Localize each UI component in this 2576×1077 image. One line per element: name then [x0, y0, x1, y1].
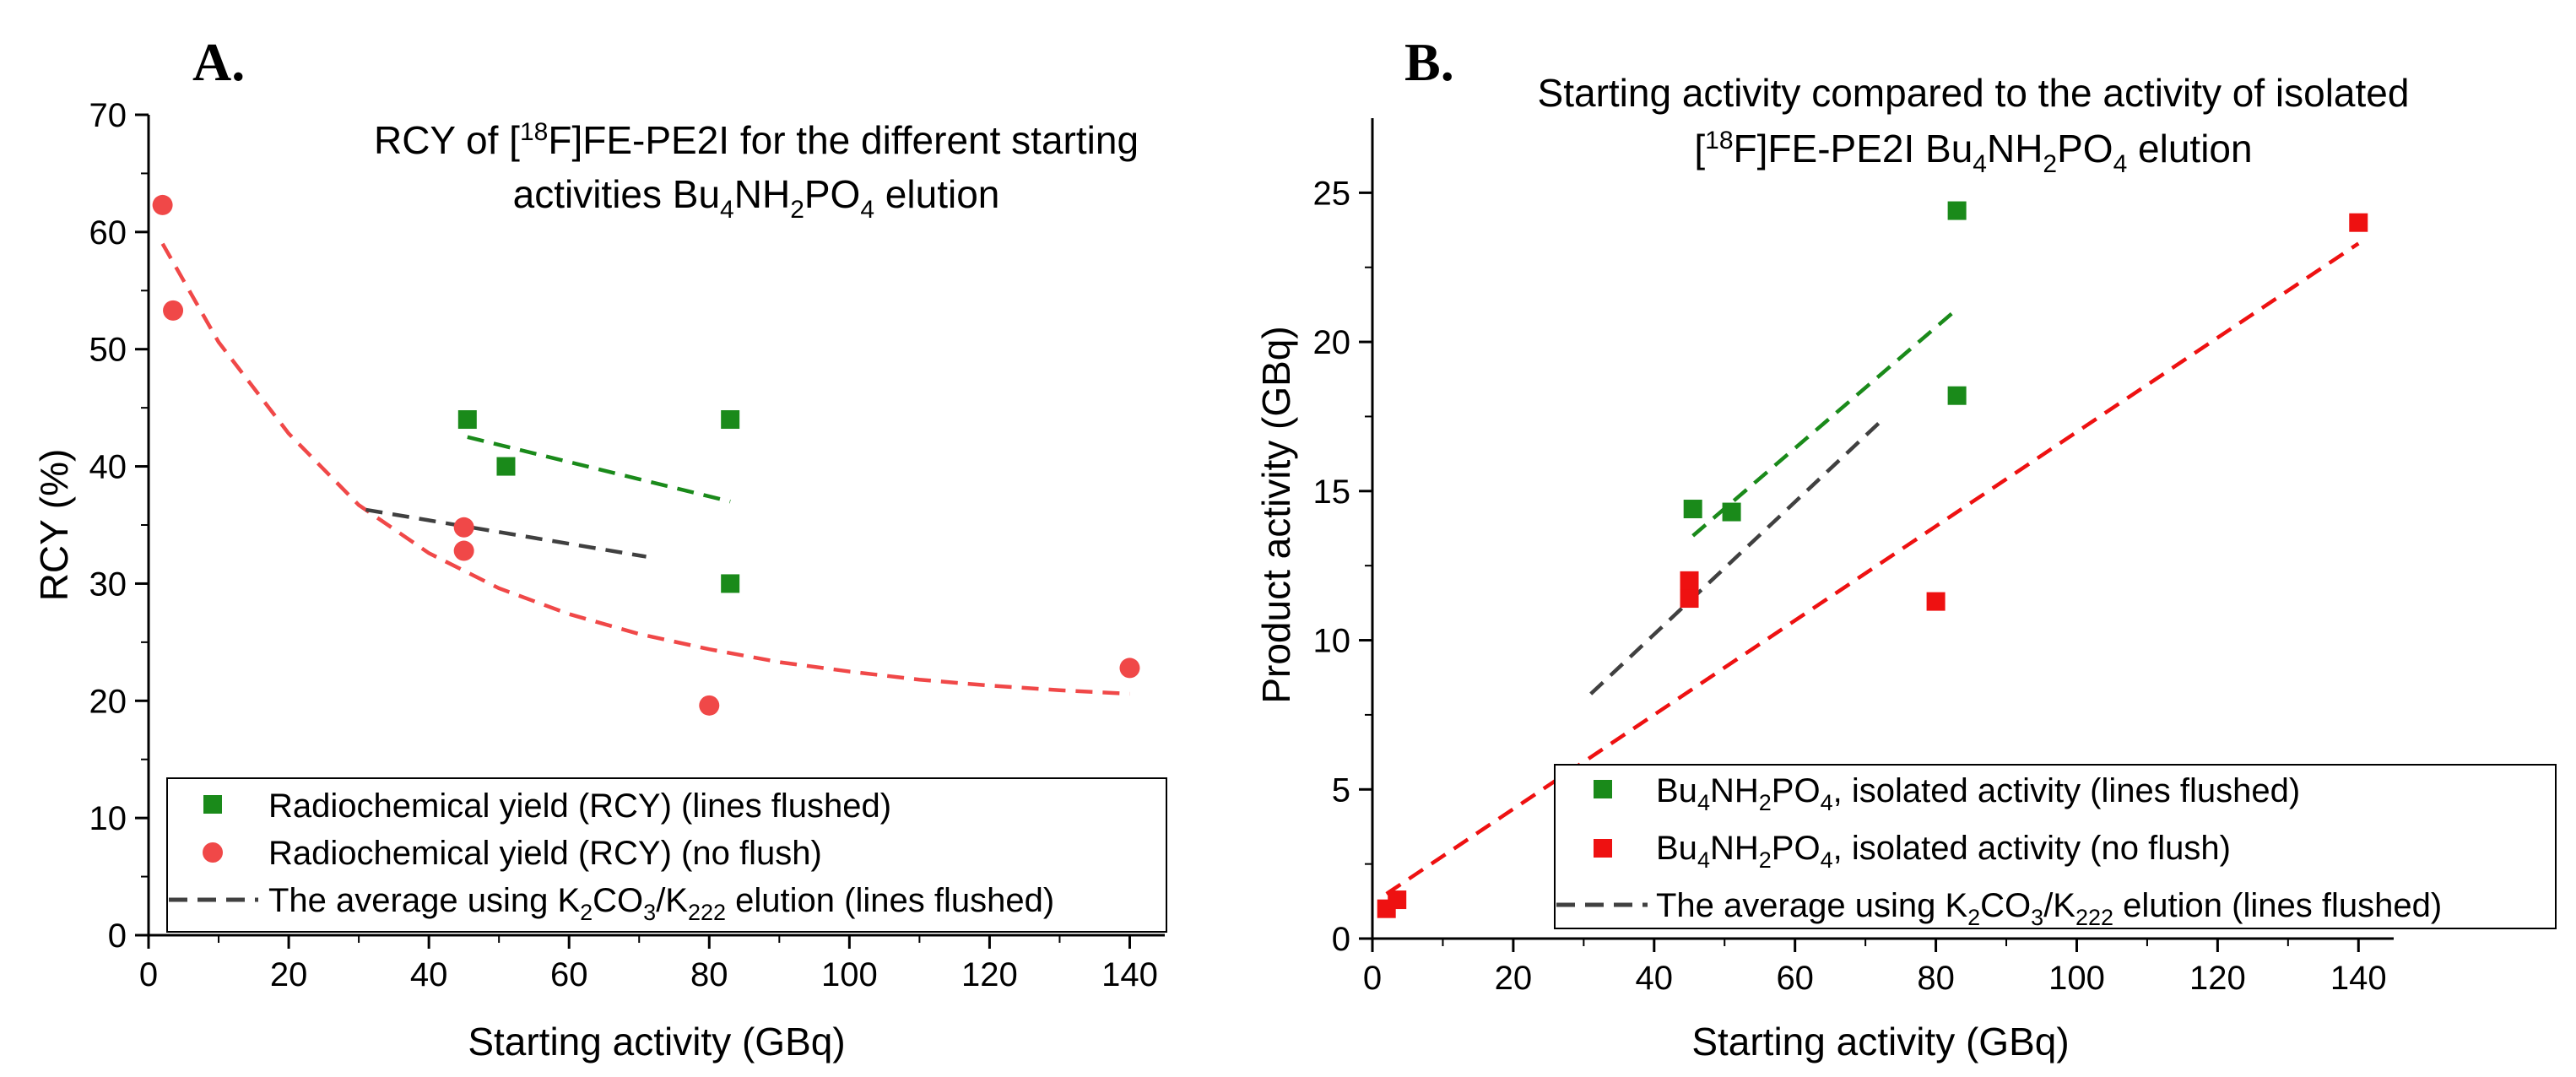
panel-a-x-ticks: 0 20 40 60 80 100 120 140: [139, 935, 1158, 993]
x-tick-label: 40: [410, 956, 448, 993]
panel-b-legend-box: [1554, 764, 2557, 929]
y-tick-label: 50: [89, 332, 127, 369]
y-tick-label: 40: [89, 449, 127, 486]
x-tick-label: 80: [1917, 960, 1955, 997]
panel-b-legend-label-average: The average using K2CO3/K222 elution (li…: [1656, 887, 2442, 930]
data-point-radiochemical-yield-rcy-no-flush: [453, 517, 474, 538]
panel-b-y-axis-title: Product activity (GBq): [1254, 326, 1298, 703]
panel-a: A. 0 20 40 60 80 100 120 140 0 10 20 30 40 50 60 70 RC…: [32, 32, 1167, 1063]
trendline-radiochemical-yield-rcy-lines-flushed: [467, 435, 731, 504]
data-point-radiochemical-yield-rcy-no-flush: [163, 300, 184, 321]
panel-a-y-axis-title: RCY (%): [32, 449, 76, 602]
data-point-bu4nh2po4-isolated-activity-no-flush: [1926, 592, 1946, 611]
panel-b-x-axis-title: Starting activity (GBq): [1691, 1020, 2069, 1063]
y-tick-label: 25: [1313, 175, 1351, 212]
data-point-bu4nh2po4-isolated-activity-lines-flushed: [1947, 201, 1967, 220]
x-tick-label: 60: [550, 956, 588, 993]
data-point-radiochemical-yield-rcy-no-flush: [453, 540, 474, 561]
panel-a-y-ticks: 0 10 20 30 40 50 60 70: [89, 97, 149, 955]
data-point-radiochemical-yield-rcy-no-flush: [152, 194, 173, 215]
panel-b: B. 0 20 40 60 80 100 120 140 0 5 10 15 20 25 Startin…: [1254, 32, 2557, 1063]
x-tick-label: 20: [270, 956, 308, 993]
y-tick-label: 10: [1313, 623, 1351, 660]
panel-b-x-ticks: 0 20 40 60 80 100 120 140: [1363, 939, 2387, 997]
panel-a-legend-label-flushed: Radiochemical yield (RCY) (lines flushed…: [268, 787, 891, 825]
data-point-bu4nh2po4-isolated-activity-no-flush: [1680, 571, 1699, 590]
panel-a-title-line1: RCY of [18F]FE-PE2I for the different st…: [374, 118, 1139, 162]
panel-b-title-line2: [18F]FE-PE2I Bu4NH2PO4 elution: [1694, 127, 2252, 178]
panel-b-legend-marker-no-flush: [1594, 839, 1612, 858]
y-tick-label: 70: [89, 97, 127, 134]
panel-a-title-line2: activities Bu4NH2PO4 elution: [513, 172, 1000, 224]
panel-a-x-axis-title: Starting activity (GBq): [468, 1020, 845, 1063]
y-tick-label: 20: [1313, 324, 1351, 361]
y-tick-label: 5: [1332, 771, 1350, 809]
trendline-radiochemical-yield-rcy-no-flush: [160, 242, 1130, 696]
data-point-bu4nh2po4-isolated-activity-lines-flushed: [1947, 386, 1967, 405]
average-line-the-average-using-k2co3-k222-elution-lines-flushed: [1589, 420, 1881, 695]
x-tick-label: 60: [1776, 960, 1814, 997]
x-tick-label: 120: [2189, 960, 2246, 997]
x-tick-label: 120: [961, 956, 1018, 993]
x-tick-label: 100: [821, 956, 878, 993]
trendline-bu4nh2po4-isolated-activity-lines-flushed: [1691, 307, 1959, 538]
panel-a-legend-label-no-flush: Radiochemical yield (RCY) (no flush): [268, 835, 822, 872]
panel-a-legend-marker-no-flush: [203, 842, 223, 863]
data-point-radiochemical-yield-rcy-lines-flushed: [721, 574, 740, 593]
y-tick-label: 60: [89, 214, 127, 252]
panel-a-plot-area: 0 20 40 60 80 100 120 140 0 10 20 30 40 50 60 70: [89, 97, 1165, 993]
panel-a-legend-box: [166, 777, 1167, 933]
x-tick-label: 80: [690, 956, 728, 993]
data-point-bu4nh2po4-isolated-activity-lines-flushed: [1683, 500, 1702, 519]
data-point-bu4nh2po4-isolated-activity-no-flush: [1388, 890, 1407, 910]
panel-b-plot-area: 0 20 40 60 80 100 120 140 0 5 10 15 20 25: [1313, 118, 2394, 997]
panel-a-trendlines: [160, 242, 1130, 696]
x-tick-label: 140: [1101, 956, 1158, 993]
y-tick-label: 30: [89, 566, 127, 603]
panel-b-markers: [1377, 201, 2368, 918]
trendline-bu4nh2po4-isolated-activity-no-flush: [1385, 241, 2360, 896]
data-point-bu4nh2po4-isolated-activity-no-flush: [2349, 213, 2368, 232]
y-tick-label: 0: [108, 917, 127, 955]
average-line-the-average-using-k2co3-k222-elution-lines-flushed: [365, 507, 647, 559]
panel-b-trendlines: [1385, 241, 2360, 896]
x-tick-label: 140: [2330, 960, 2387, 997]
y-tick-label: 0: [1332, 921, 1350, 958]
panel-a-legend-label-average: The average using K2CO3/K222 elution (li…: [268, 882, 1054, 925]
x-tick-label: 20: [1495, 960, 1533, 997]
panel-b-legend-marker-flushed: [1594, 780, 1612, 798]
panel-b-legend-label-flushed: Bu4NH2PO4, isolated activity (lines flus…: [1656, 772, 2300, 815]
panel-b-letter: B.: [1404, 32, 1454, 92]
y-tick-label: 10: [89, 800, 127, 837]
panel-a-legend: Radiochemical yield (RCY) (lines flushed…: [166, 777, 1167, 933]
data-point-radiochemical-yield-rcy-no-flush: [1119, 658, 1140, 679]
data-point-radiochemical-yield-rcy-no-flush: [699, 695, 720, 716]
panel-a-letter: A.: [192, 32, 245, 92]
panel-b-y-ticks: 0 5 10 15 20 25: [1313, 175, 1372, 958]
data-point-radiochemical-yield-rcy-lines-flushed: [457, 410, 477, 430]
panel-b-legend-label-no-flush: Bu4NH2PO4, isolated activity (no flush): [1656, 830, 2231, 873]
x-tick-label: 40: [1636, 960, 1674, 997]
data-point-radiochemical-yield-rcy-lines-flushed: [721, 410, 740, 430]
y-tick-label: 20: [89, 683, 127, 720]
data-point-radiochemical-yield-rcy-lines-flushed: [496, 457, 516, 476]
x-tick-label: 0: [1363, 960, 1382, 997]
panel-a-markers: [152, 194, 1140, 716]
panel-a-legend-marker-flushed: [203, 795, 222, 814]
data-point-bu4nh2po4-isolated-activity-lines-flushed: [1722, 502, 1741, 522]
panel-b-title-line1: Starting activity compared to the activi…: [1538, 71, 2410, 115]
x-tick-label: 0: [139, 956, 158, 993]
y-tick-label: 15: [1313, 474, 1351, 511]
panel-b-legend: Bu4NH2PO4, isolated activity (lines flus…: [1554, 764, 2557, 930]
x-tick-label: 100: [2048, 960, 2105, 997]
data-point-bu4nh2po4-isolated-activity-no-flush: [1680, 589, 1699, 609]
